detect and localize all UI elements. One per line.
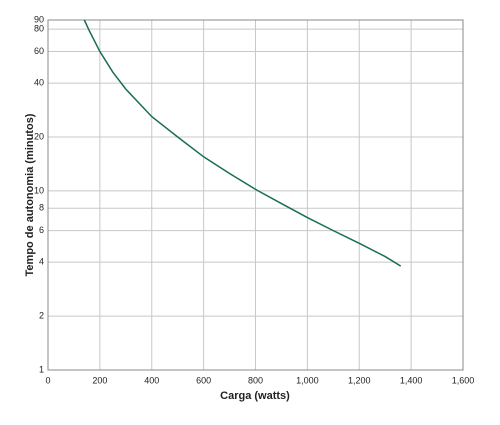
y-tick-label: 4	[39, 257, 44, 267]
x-tick-label: 200	[92, 375, 107, 385]
y-tick-label: 40	[34, 77, 44, 87]
y-tick-label: 80	[34, 24, 44, 34]
y-tick-label: 6	[39, 225, 44, 235]
y-tick-label: 60	[34, 46, 44, 56]
x-tick-label: 1,200	[348, 375, 371, 385]
x-tick-label: 1,400	[400, 375, 423, 385]
x-tick-label: 1,600	[452, 375, 475, 385]
y-tick-label: 90	[34, 14, 44, 24]
y-tick-label: 8	[39, 203, 44, 213]
x-axis-title: Carga (watts)	[220, 390, 290, 402]
plot-border	[47, 19, 464, 371]
y-axis-title: Tempo de autonomia (minutos)	[24, 113, 36, 276]
y-tick-label: 1	[39, 364, 44, 374]
x-tick-label: 800	[248, 375, 263, 385]
y-tick-label: 10	[34, 185, 44, 195]
y-tick-label: 20	[34, 131, 44, 141]
x-tick-label: 600	[196, 375, 211, 385]
x-tick-label: 0	[45, 375, 50, 385]
data-line	[83, 19, 402, 267]
x-tick-label: 1,000	[296, 375, 319, 385]
y-tick-label: 2	[39, 310, 44, 320]
x-tick-label: 400	[144, 375, 159, 385]
